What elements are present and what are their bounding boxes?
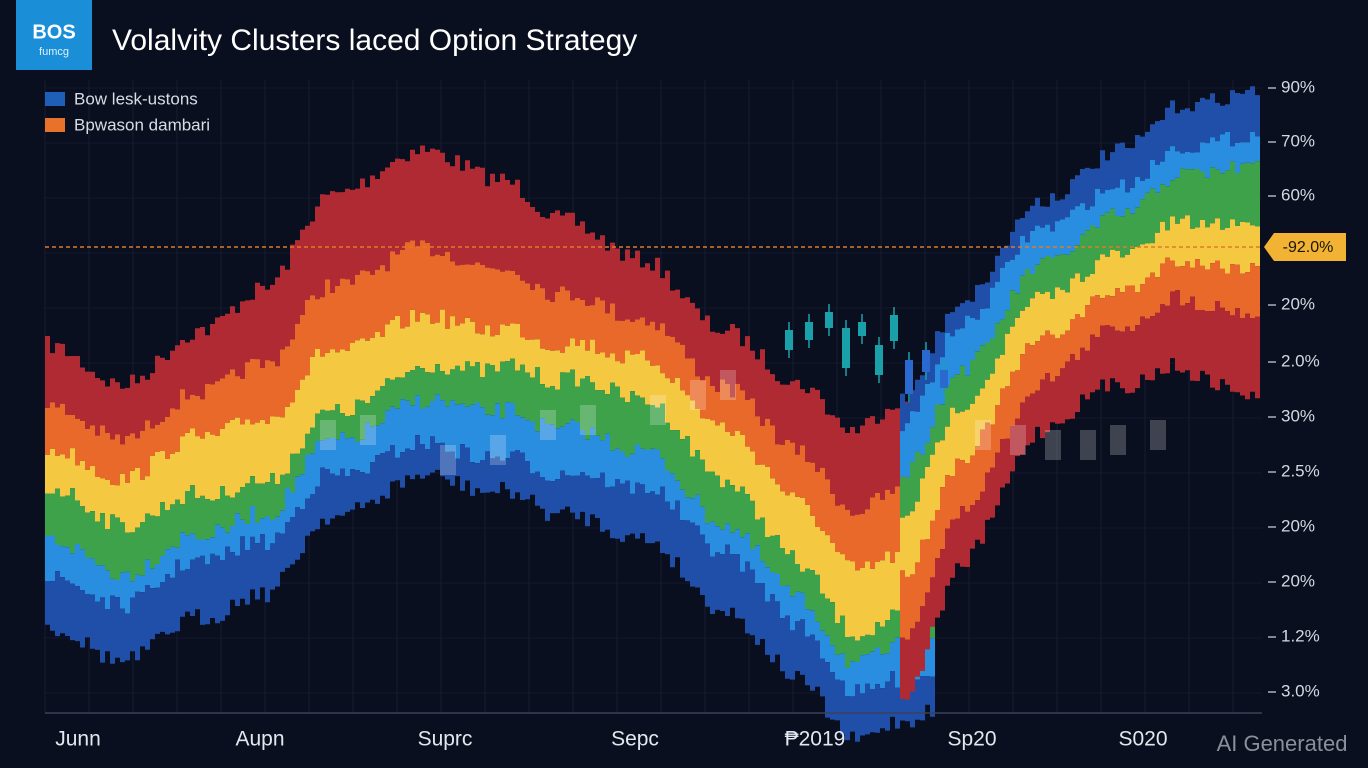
y-axis-label: 70% [1281, 131, 1315, 150]
band [45, 309, 935, 641]
logo-subtitle: fumcg [39, 46, 69, 58]
y-axis-label: 90% [1281, 77, 1315, 96]
y-axis-label: 20% [1281, 516, 1315, 535]
x-axis-label: ₱2019 [785, 728, 846, 751]
bands [45, 86, 1260, 742]
candle-body [825, 312, 833, 328]
candle-body [922, 350, 930, 372]
x-axis-label: Aupn [235, 728, 284, 751]
y-axis-label: 20% [1281, 294, 1315, 313]
cluster-box [580, 405, 596, 435]
x-axis-label: Sepc [611, 728, 659, 751]
band [45, 435, 935, 742]
candle-body [842, 328, 850, 368]
y-axis-label: 2.0% [1281, 351, 1320, 370]
y-axis-label: 30% [1281, 406, 1315, 425]
cluster-box [1150, 420, 1166, 450]
legend-label: Bow lesk-ustons [74, 89, 198, 108]
watermark: AI Generated [1217, 731, 1348, 756]
band [900, 131, 1260, 478]
candles [320, 304, 1166, 475]
y-axis-label: 1.2% [1281, 626, 1320, 645]
title: Volalvity Clusters laced Option Strategy [112, 24, 637, 57]
legend-label: Bpwason dambari [74, 115, 210, 134]
cluster-box [650, 395, 666, 425]
x-axis-label: Suprc [418, 728, 473, 751]
band [900, 290, 1260, 700]
cluster-box [440, 445, 456, 475]
marker-badge [1264, 233, 1346, 261]
cluster-box [1045, 430, 1061, 460]
candle-body [805, 322, 813, 340]
x-axis-label: Junn [55, 728, 101, 751]
cluster-box [975, 420, 991, 450]
candle-body [905, 360, 913, 394]
candle-body [940, 370, 948, 388]
band [900, 86, 1260, 432]
y-axis-label: 3.0% [1281, 681, 1320, 700]
marker-label: -92.0% [1283, 239, 1334, 256]
cluster-box [320, 420, 336, 450]
cluster-box [1080, 430, 1096, 460]
logo [16, 0, 92, 70]
cluster-box [1010, 425, 1026, 455]
legend-swatch [45, 92, 65, 106]
x-axis-label: Sp20 [947, 728, 996, 751]
band [45, 358, 935, 668]
cluster-box [720, 370, 736, 400]
cluster-box [540, 410, 556, 440]
band [45, 145, 935, 516]
candle-body [890, 315, 898, 341]
band [900, 161, 1260, 518]
cluster-box [360, 415, 376, 445]
band [900, 257, 1260, 640]
candle-body [875, 345, 883, 375]
band [900, 215, 1260, 577]
x-axis-label: S020 [1118, 728, 1167, 751]
logo-title: BOS [32, 21, 75, 43]
candle-body [858, 322, 866, 336]
x-axis: Junn Aupn Suprc Sepc ₱2019 Sp20 S020 [55, 728, 1167, 751]
cluster-box [1110, 425, 1126, 455]
y-axis: 90% 70% 60% 20% 2.0% 30% 2.5% 20% 20% 1.2% 3.0% [1268, 77, 1320, 700]
cluster-box [490, 435, 506, 465]
candle-body [785, 330, 793, 350]
legend-swatch [45, 118, 65, 132]
band [45, 240, 935, 571]
cluster-box [690, 380, 706, 410]
y-axis-label: 2.5% [1281, 461, 1320, 480]
y-axis-label: 60% [1281, 185, 1315, 204]
y-axis-label: 20% [1281, 571, 1315, 590]
